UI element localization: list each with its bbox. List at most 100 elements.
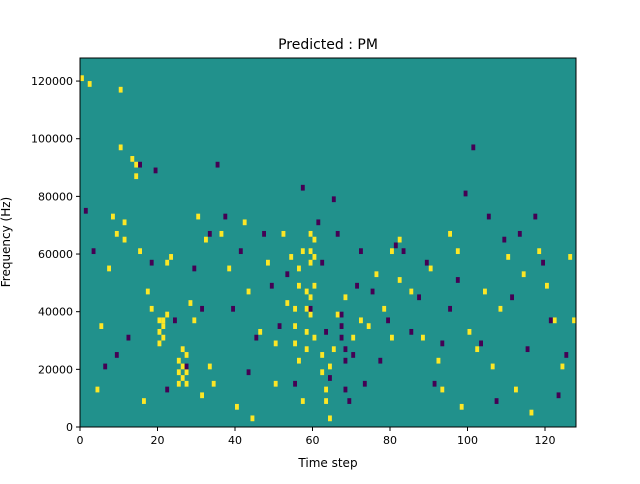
heatmap-cell-low: [331, 196, 336, 203]
heatmap-cell-high: [304, 305, 309, 312]
heatmap-cell-low: [548, 317, 553, 324]
x-tick-label: 100: [457, 434, 478, 447]
heatmap-cell-high: [161, 334, 166, 341]
heatmap-cell-high: [521, 271, 526, 278]
heatmap-cell-high: [498, 305, 503, 312]
heatmap-cell-low: [343, 346, 348, 353]
heatmap-cell-high: [374, 271, 379, 278]
heatmap-cell-high: [227, 265, 232, 272]
x-tick-label: 60: [306, 434, 320, 447]
heatmap-cell-high: [366, 323, 371, 329]
heatmap-cell-low: [386, 317, 390, 324]
heatmap-cell-high: [184, 369, 189, 376]
heatmap-cell-high: [184, 352, 189, 358]
heatmap-cell-high: [95, 386, 100, 393]
heatmap-cell-low: [308, 305, 313, 312]
x-axis: 0 20 40 60 80 100 120: [77, 427, 556, 447]
heatmap-cell-high: [304, 288, 309, 295]
heatmap-cell-high: [390, 334, 394, 341]
heatmap-cell-high: [134, 173, 139, 180]
x-tick-label: 80: [383, 434, 397, 447]
heatmap-cell-low: [91, 248, 96, 255]
heatmap-cell-low: [401, 248, 406, 255]
heatmap-cell-high: [80, 75, 84, 82]
heatmap-cell-high: [285, 300, 290, 306]
heatmap-cell-low: [149, 259, 154, 266]
heatmap-cell-low: [339, 323, 344, 329]
heatmap-cell-low: [269, 282, 274, 289]
heatmap-cell-high: [343, 294, 348, 301]
heatmap-cell-low: [510, 294, 514, 301]
heatmap-cell-high: [204, 236, 208, 243]
heatmap-cell-low: [564, 352, 569, 358]
heatmap-cell-low: [293, 380, 297, 387]
heatmap-cell-low: [556, 392, 561, 399]
y-tick-label: 20000: [38, 363, 73, 376]
heatmap-cell-high: [165, 259, 170, 266]
heatmap-cell-high: [207, 363, 212, 370]
heatmap-cell-high: [192, 317, 197, 324]
heatmap-cell-low: [138, 161, 142, 168]
x-tick-label: 120: [535, 434, 556, 447]
y-tick-label: 40000: [38, 306, 73, 319]
heatmap-cell-high: [161, 317, 166, 324]
heatmap-cell-high: [246, 288, 251, 295]
heatmap-cell-low: [165, 386, 170, 393]
heatmap-cell-high: [180, 363, 185, 370]
heatmap-cell-high: [304, 328, 309, 335]
heatmap-cell-high: [308, 294, 313, 301]
heatmap-cell-high: [157, 328, 162, 335]
heatmap-cell-low: [339, 311, 344, 318]
heatmap-cell-high: [157, 340, 162, 347]
plot-frame: [79, 57, 577, 428]
heatmap-cell-high: [273, 340, 278, 347]
heatmap-cell-low: [285, 271, 290, 278]
y-tick-label: 60000: [38, 248, 73, 261]
heatmap-background: [80, 58, 576, 427]
heatmap-cell-high: [312, 236, 317, 243]
heatmap-cell-low: [215, 161, 220, 168]
heatmap-cell-high: [176, 369, 181, 376]
heatmap-cell-low: [238, 248, 243, 255]
heatmap-cell-high: [134, 161, 139, 168]
heatmap-cell-high: [300, 398, 305, 404]
heatmap-cell-high: [324, 386, 328, 393]
heatmap-cell-low: [339, 334, 344, 341]
heatmap-cell-high: [293, 305, 297, 312]
heatmap-cell-high: [328, 363, 332, 370]
heatmap-cell-low: [370, 288, 375, 295]
heatmap-plot-area: [79, 57, 577, 428]
heatmap-cell-low: [541, 259, 545, 266]
heatmap-cell-low: [471, 144, 476, 151]
y-tick-label: 120000: [31, 75, 73, 88]
heatmap-cell-high: [161, 323, 166, 329]
heatmap-cell-high: [351, 334, 356, 341]
heatmap-cell-low: [320, 259, 325, 266]
heatmap-cell-low: [126, 334, 131, 341]
x-axis-label: Time step: [297, 456, 357, 470]
heatmap-cell-low: [448, 305, 452, 312]
heatmap-cell-high: [308, 248, 313, 255]
heatmap-cell-high: [169, 254, 173, 260]
heatmap-cell-high: [200, 392, 204, 399]
heatmap-cell-low: [455, 277, 460, 283]
heatmap-cell-high: [157, 317, 162, 324]
heatmap-cell-high: [118, 86, 123, 93]
chart-title: Predicted : PM: [278, 37, 378, 53]
heatmap-cell-high: [312, 254, 317, 260]
heatmap-cell-low: [300, 184, 305, 191]
heatmap-cell-high: [308, 230, 313, 237]
y-tick-label: 0: [66, 421, 73, 434]
heatmap-cell-high: [165, 311, 170, 318]
heatmap-cell-high: [180, 346, 185, 353]
heatmap-cell-high: [235, 403, 239, 410]
heatmap-cell-high: [300, 248, 305, 255]
heatmap-cell-high: [514, 386, 518, 393]
heatmap-cell-low: [316, 219, 321, 226]
heatmap-cell-high: [188, 300, 193, 306]
x-tick-label: 40: [228, 434, 242, 447]
heatmap-cell-low: [417, 294, 421, 301]
heatmap-cell-high: [242, 219, 247, 226]
heatmap-cell-high: [111, 213, 115, 220]
